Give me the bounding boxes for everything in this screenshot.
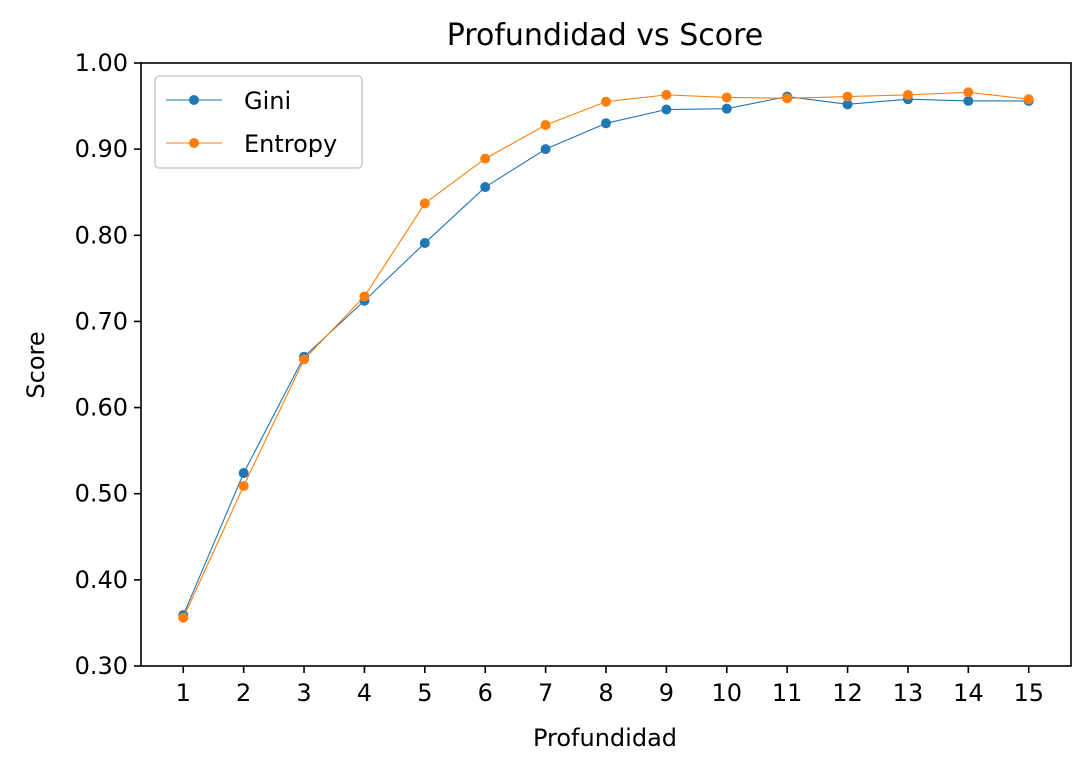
data-point-gini	[842, 99, 853, 110]
legend-label: Entropy	[244, 130, 337, 158]
x-tick-label: 13	[893, 679, 924, 707]
data-point-gini	[419, 238, 430, 249]
data-point-entropy	[721, 92, 732, 103]
x-tick-label: 9	[659, 679, 674, 707]
data-point-entropy	[359, 291, 370, 302]
data-point-gini	[963, 95, 974, 106]
data-point-entropy	[601, 96, 611, 107]
x-tick-label: 1	[176, 679, 191, 707]
data-point-gini	[480, 182, 491, 193]
legend-marker	[189, 95, 199, 105]
data-point-entropy	[902, 89, 913, 100]
data-point-gini	[721, 103, 732, 114]
data-point-entropy	[540, 120, 551, 131]
data-point-gini	[661, 104, 672, 115]
axes: 1 2 3 4 5 6 7 8 9 10 11 12 13 14 150.300.400.500.600.7…	[75, 49, 1044, 707]
x-axis-label: Profundidad	[533, 724, 677, 752]
data-point-entropy	[963, 87, 974, 98]
x-tick-label: 4	[357, 679, 372, 707]
legend-marker	[189, 138, 199, 148]
x-tick-label: 10	[712, 679, 743, 707]
x-tick-label: 15	[1013, 679, 1044, 707]
y-axis-label: Score	[22, 331, 50, 398]
x-tick-label: 12	[832, 679, 863, 707]
y-tick-label: 1.00	[75, 49, 128, 77]
data-point-entropy	[419, 198, 430, 209]
series-entropy	[178, 87, 1034, 623]
x-tick-label: 5	[417, 679, 432, 707]
data-point-entropy	[661, 89, 672, 100]
x-tick-label: 7	[538, 679, 553, 707]
data-point-entropy	[178, 612, 189, 623]
series-layer	[178, 87, 1034, 623]
data-point-gini	[540, 144, 551, 155]
y-tick-label: 0.90	[75, 135, 128, 163]
x-tick-label: 11	[772, 679, 803, 707]
data-point-entropy	[238, 480, 249, 491]
data-point-entropy	[299, 354, 310, 365]
x-tick-label: 6	[478, 679, 493, 707]
y-tick-label: 0.40	[75, 566, 128, 594]
legend-label: Gini	[244, 87, 291, 115]
y-tick-label: 0.50	[75, 480, 128, 508]
data-point-gini	[238, 468, 249, 479]
data-point-entropy	[480, 153, 491, 164]
data-point-entropy	[1023, 94, 1034, 105]
data-point-gini	[601, 118, 611, 129]
legend-item-entropy: Entropy	[166, 130, 337, 158]
x-tick-label: 3	[296, 679, 311, 707]
y-tick-label: 0.80	[75, 221, 128, 249]
x-tick-label: 8	[598, 679, 613, 707]
y-tick-label: 0.70	[75, 307, 128, 335]
legend: Gini Entropy	[154, 75, 363, 169]
chart-title: Profundidad vs Score	[447, 18, 764, 53]
data-point-entropy	[782, 93, 793, 104]
x-tick-label: 2	[236, 679, 251, 707]
y-tick-label: 0.60	[75, 394, 128, 422]
plot-frame	[140, 62, 1072, 667]
y-tick-label: 0.30	[75, 652, 128, 680]
legend-item-gini: Gini	[166, 87, 291, 115]
data-point-entropy	[842, 91, 853, 102]
x-tick-label: 14	[953, 679, 984, 707]
legend-box	[154, 75, 363, 169]
